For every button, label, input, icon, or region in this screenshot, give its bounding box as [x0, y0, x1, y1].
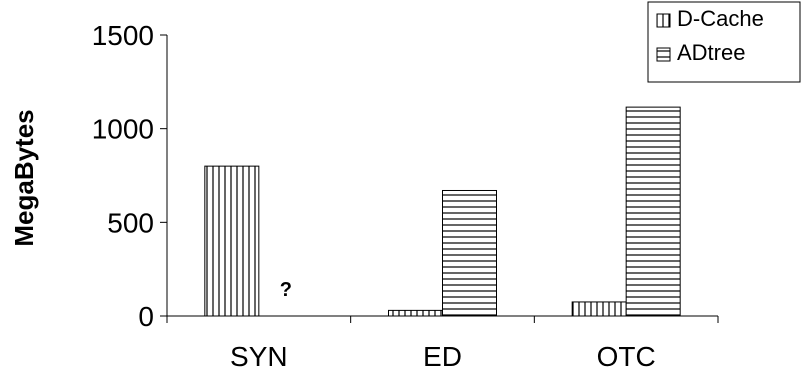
- legend: D-Cache ADtree: [647, 1, 801, 83]
- y-tick-label: 0: [138, 301, 154, 332]
- bar-adtree-otc: [625, 106, 681, 317]
- bar-d-cache-ed: [388, 309, 443, 317]
- missing-value-annotation: ?: [280, 279, 292, 301]
- bar-d-cache-syn: [204, 165, 260, 317]
- legend-label: D-Cache: [677, 6, 764, 31]
- x-tick-label: SYN: [230, 341, 288, 372]
- y-tick-label: 1500: [92, 20, 154, 51]
- y-tick-label: 1000: [92, 114, 154, 145]
- legend-label: ADtree: [677, 40, 745, 65]
- legend-swatch: [656, 47, 671, 62]
- annotations: ?: [280, 279, 292, 301]
- x-tick-label: OTC: [597, 341, 656, 372]
- bar-adtree-ed: [442, 189, 497, 317]
- legend-swatch: [656, 13, 671, 28]
- x-axis-labels: SYN ED OTC: [230, 341, 656, 372]
- x-tick-label: ED: [423, 341, 462, 372]
- legend-box: [647, 1, 801, 83]
- bars: [204, 106, 681, 317]
- bar-d-cache-otc: [571, 301, 627, 317]
- y-axis-label: MegaBytes: [9, 109, 39, 246]
- y-tick-label: 500: [107, 207, 154, 238]
- y-axis-ticks: 0 500 1000 1500: [92, 20, 167, 332]
